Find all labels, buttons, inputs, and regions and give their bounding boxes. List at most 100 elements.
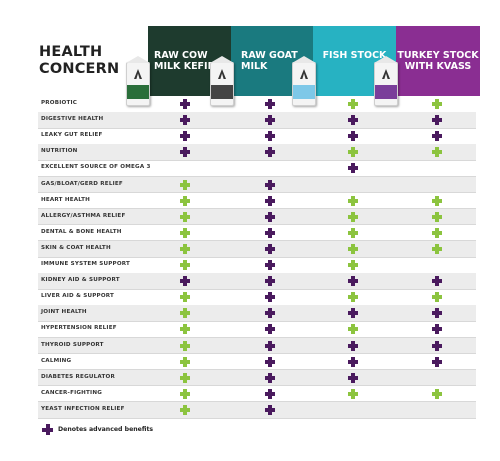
row-divider	[38, 385, 476, 387]
advanced-benefit-plus-icon	[265, 260, 275, 270]
row-label: SKIN & COAT HEALTH	[41, 244, 111, 251]
advanced-benefit-plus-icon	[265, 308, 275, 319]
row-label: EXCELLENT SOURCE OF OMEGA 3	[41, 164, 151, 171]
row-label: NUTRITION	[41, 148, 78, 155]
row-label: KIDNEY AID & SUPPORT	[41, 277, 120, 284]
advanced-benefit-plus-icon	[348, 163, 358, 174]
advanced-benefit-plus-icon	[432, 308, 442, 319]
benefit-plus-icon	[180, 340, 190, 351]
benefit-plus-icon	[432, 195, 442, 206]
brand-logo-icon	[134, 69, 142, 79]
advanced-benefit-plus-icon	[348, 356, 358, 367]
table-row: EXCELLENT SOURCE OF OMEGA 3	[38, 160, 476, 176]
row-label: IMMUNE SYSTEM SUPPORT	[41, 261, 131, 267]
advanced-benefit-plus-icon	[265, 276, 275, 287]
advanced-benefit-plus-icon	[180, 147, 190, 158]
table-row: YEAST INFECTION RELIEF	[38, 401, 476, 418]
carton-band	[211, 85, 233, 99]
advanced-benefit-plus-icon	[265, 211, 275, 222]
benefit-plus-icon	[180, 372, 190, 383]
benefit-plus-icon	[348, 227, 358, 238]
advanced-benefit-plus-icon	[432, 131, 442, 142]
advanced-benefit-plus-icon	[265, 243, 275, 254]
advanced-benefit-plus-icon	[180, 131, 190, 142]
column-header-label: RAW COW MILK KEFIR	[154, 50, 215, 72]
row-label: LEAKY GUT RELIEF	[41, 132, 103, 139]
advanced-benefit-plus-icon	[265, 195, 275, 206]
carton-band	[293, 85, 315, 99]
table-row: IMMUNE SYSTEM SUPPORT	[38, 257, 476, 273]
advanced-benefit-plus-icon	[348, 115, 358, 126]
product-carton-icon	[210, 62, 234, 106]
column-header-label: TURKEY STOCK WITH KVASS	[397, 50, 479, 72]
table-row: DENTAL & BONE HEALTH	[38, 225, 476, 241]
table-row: NUTRITION	[38, 144, 476, 161]
row-label: PROBIOTIC	[41, 100, 78, 106]
brand-logo-icon	[218, 69, 226, 79]
row-label: CALMING	[41, 357, 72, 364]
advanced-benefit-plus-icon	[265, 372, 275, 383]
row-divider	[38, 256, 476, 258]
table-row: DIABETES REGULATOR	[38, 369, 476, 386]
table-row: KIDNEY AID & SUPPORT	[38, 273, 476, 290]
advanced-benefit-plus-icon	[265, 99, 275, 109]
benefit-plus-icon	[180, 292, 190, 303]
page-title: HEALTH CONCERN	[39, 44, 120, 77]
column-header-turkey-stock: TURKEY STOCK WITH KVASS	[396, 26, 480, 96]
row-label: GAS/BLOAT/GERD RELIEF	[41, 180, 123, 187]
row-divider	[38, 159, 476, 161]
row-label: LIVER AID & SUPPORT	[41, 293, 115, 300]
table-row: PROBIOTIC	[38, 96, 476, 112]
benefit-plus-icon	[348, 388, 358, 399]
benefit-plus-icon	[432, 99, 442, 109]
advanced-benefit-plus-icon	[432, 324, 442, 335]
advanced-benefit-plus-icon	[265, 292, 275, 303]
advanced-benefit-plus-icon	[265, 356, 275, 367]
table-row: SKIN & COAT HEALTH	[38, 240, 476, 257]
advanced-benefit-plus-icon	[180, 99, 190, 109]
product-carton-icon	[292, 62, 316, 106]
advanced-benefit-plus-icon	[348, 276, 358, 287]
benefit-plus-icon	[432, 292, 442, 303]
advanced-benefit-plus-icon	[42, 424, 53, 435]
advanced-benefit-plus-icon	[432, 115, 442, 126]
advanced-benefit-plus-icon	[180, 115, 190, 126]
table-row: CALMING	[38, 354, 476, 370]
benefit-plus-icon	[180, 211, 190, 222]
legend-label: Denotes advanced benefits	[58, 426, 154, 433]
benefit-plus-icon	[348, 147, 358, 158]
benefit-plus-icon	[432, 147, 442, 158]
benefit-plus-icon	[348, 243, 358, 254]
brand-logo-icon	[300, 69, 308, 79]
row-label: THYROID SUPPORT	[41, 341, 104, 348]
row-divider	[38, 288, 476, 290]
table-row: HYPERTENSION RELIEF	[38, 321, 476, 337]
benefit-plus-icon	[432, 388, 442, 399]
row-label: DIGESTIVE HEALTH	[41, 116, 104, 123]
benefit-plus-icon	[432, 211, 442, 222]
benefit-plus-icon	[180, 404, 190, 415]
row-label: JOINT HEALTH	[41, 309, 87, 316]
advanced-benefit-plus-icon	[432, 356, 442, 367]
row-label: YEAST INFECTION RELIEF	[41, 405, 125, 412]
table-row: JOINT HEALTH	[38, 305, 476, 322]
advanced-benefit-plus-icon	[348, 340, 358, 351]
advanced-benefit-plus-icon	[265, 388, 275, 399]
advanced-benefit-plus-icon	[348, 308, 358, 319]
row-label: DIABETES REGULATOR	[41, 373, 115, 380]
benefit-plus-icon	[348, 195, 358, 206]
advanced-benefit-plus-icon	[432, 276, 442, 287]
benefit-plus-icon	[432, 227, 442, 238]
table-row: CANCER-FIGHTING	[38, 386, 476, 402]
table-row: LEAKY GUT RELIEF	[38, 128, 476, 144]
advanced-benefit-plus-icon	[265, 404, 275, 415]
benefit-plus-icon	[432, 243, 442, 254]
advanced-benefit-plus-icon	[180, 276, 190, 287]
advanced-benefit-plus-icon	[265, 179, 275, 190]
row-divider	[38, 320, 476, 322]
row-divider	[38, 127, 476, 129]
row-divider	[38, 224, 476, 226]
benefit-plus-icon	[180, 227, 190, 238]
column-header-label: FISH STOCK	[322, 50, 387, 61]
